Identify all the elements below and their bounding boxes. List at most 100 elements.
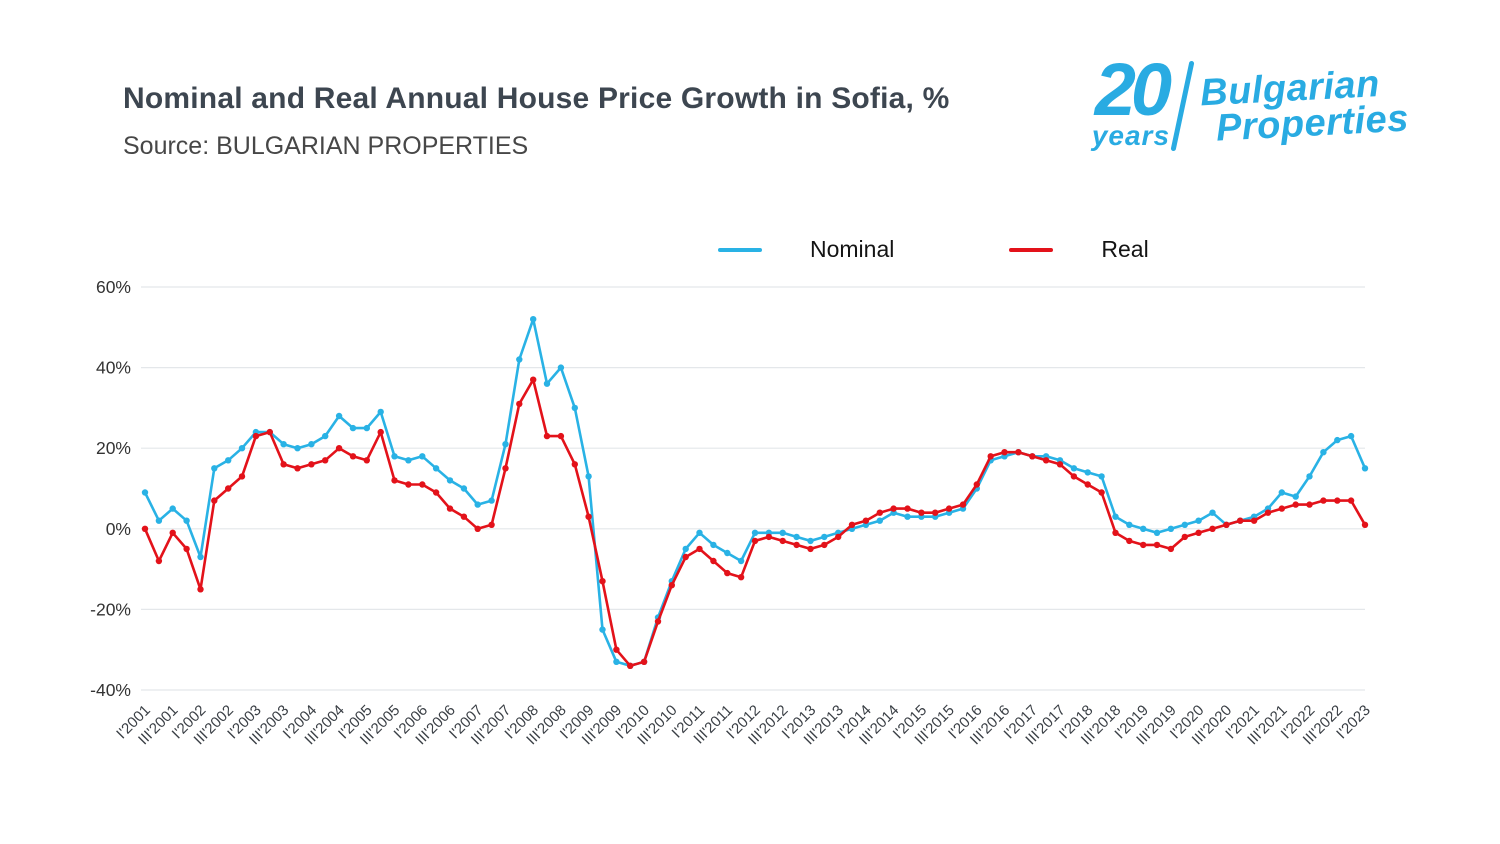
- real-point: [391, 477, 398, 484]
- real-point: [1001, 449, 1008, 456]
- real-point: [432, 489, 440, 496]
- real-point: [932, 509, 939, 516]
- real-point: [1237, 517, 1244, 524]
- real-point: [211, 497, 218, 504]
- nominal-point: [363, 424, 370, 432]
- logo-years-text: years: [1091, 119, 1171, 151]
- y-tick-label: 60%: [96, 277, 131, 297]
- real-point: [1264, 509, 1272, 516]
- real-point: [183, 545, 190, 553]
- nominal-point: [1167, 525, 1175, 532]
- real-point: [876, 509, 883, 516]
- nominal-point: [377, 408, 384, 416]
- real-point: [419, 481, 426, 488]
- real-point: [682, 553, 689, 561]
- real-point: [1056, 461, 1064, 468]
- real-point: [1126, 537, 1133, 545]
- nominal-point: [141, 489, 149, 496]
- logo-brand-name: Bulgarian Properties: [1199, 63, 1410, 150]
- real-point: [474, 525, 481, 532]
- nominal-point: [1126, 521, 1133, 528]
- real-point: [973, 481, 980, 488]
- real-point: [238, 473, 246, 480]
- nominal-point: [169, 505, 176, 512]
- nominal-point: [530, 316, 537, 323]
- nominal-point: [322, 432, 329, 440]
- nominal-point: [238, 445, 246, 452]
- real-point: [1209, 525, 1216, 532]
- logo-brand-line2: Properties: [1214, 97, 1410, 150]
- real-point: [488, 521, 495, 528]
- legend: Nominal Real: [718, 236, 1149, 263]
- nominal-point: [613, 658, 620, 665]
- nominal-point: [1209, 509, 1216, 516]
- nominal-line: [143, 317, 1367, 668]
- nominal-point: [696, 529, 703, 536]
- real-point: [322, 457, 329, 464]
- nominal-point: [1181, 521, 1189, 528]
- logo-slash-divider: [1170, 60, 1195, 152]
- real-point: [862, 517, 870, 524]
- nominal-point: [793, 533, 800, 541]
- nominal-point: [405, 457, 412, 464]
- real-point: [1278, 505, 1286, 512]
- real-point: [779, 537, 786, 545]
- real-point: [1361, 521, 1369, 528]
- nominal-point: [446, 477, 454, 484]
- nominal-point: [904, 513, 911, 520]
- nominal-point: [391, 453, 398, 460]
- nominal-point: [779, 529, 786, 536]
- nominal-point: [557, 364, 565, 371]
- nominal-point: [599, 626, 606, 633]
- nominal-point: [197, 553, 204, 561]
- nominal-point: [294, 445, 301, 452]
- real-point: [1347, 497, 1355, 504]
- real-point: [696, 545, 703, 553]
- legend-swatch-nominal: [718, 247, 762, 252]
- real-point: [530, 376, 537, 383]
- nominal-point: [543, 380, 551, 387]
- nominal-point: [225, 457, 232, 464]
- real-point: [335, 445, 343, 452]
- real-point: [793, 541, 800, 549]
- real-point: [557, 432, 565, 440]
- real-point: [1029, 453, 1036, 460]
- real-point: [1195, 529, 1202, 536]
- real-point: [904, 505, 911, 512]
- brand-logo: 20 years Bulgarian Properties: [1091, 48, 1410, 152]
- real-point: [280, 461, 287, 468]
- real-point: [1167, 545, 1175, 553]
- real-point: [640, 658, 648, 665]
- real-point: [807, 545, 814, 553]
- nominal-point: [432, 465, 440, 472]
- legend-item-real: Real: [1009, 236, 1149, 263]
- real-point: [751, 537, 759, 545]
- real-point: [987, 453, 994, 460]
- chart-header: Nominal and Real Annual House Price Grow…: [123, 82, 949, 161]
- nominal-point: [1070, 465, 1078, 472]
- nominal-point: [585, 473, 592, 480]
- real-point: [571, 461, 578, 468]
- legend-label-real: Real: [1101, 236, 1149, 262]
- nominal-point: [1098, 473, 1105, 480]
- nominal-point: [724, 549, 731, 557]
- nominal-point: [155, 517, 163, 524]
- real-point: [502, 465, 509, 472]
- nominal-point: [1334, 436, 1341, 444]
- real-point: [460, 513, 468, 520]
- real-point: [959, 501, 967, 508]
- nominal-point: [807, 537, 814, 545]
- real-point: [945, 505, 953, 512]
- real-point: [363, 457, 370, 464]
- real-point: [446, 505, 454, 512]
- real-point: [543, 432, 551, 440]
- real-point: [308, 461, 315, 468]
- real-point: [225, 485, 232, 492]
- real-point: [1112, 529, 1119, 536]
- real-point: [1070, 473, 1078, 480]
- real-point: [141, 525, 149, 532]
- logo-number: 20: [1094, 48, 1172, 132]
- real-point: [1015, 449, 1022, 456]
- real-point: [710, 557, 717, 565]
